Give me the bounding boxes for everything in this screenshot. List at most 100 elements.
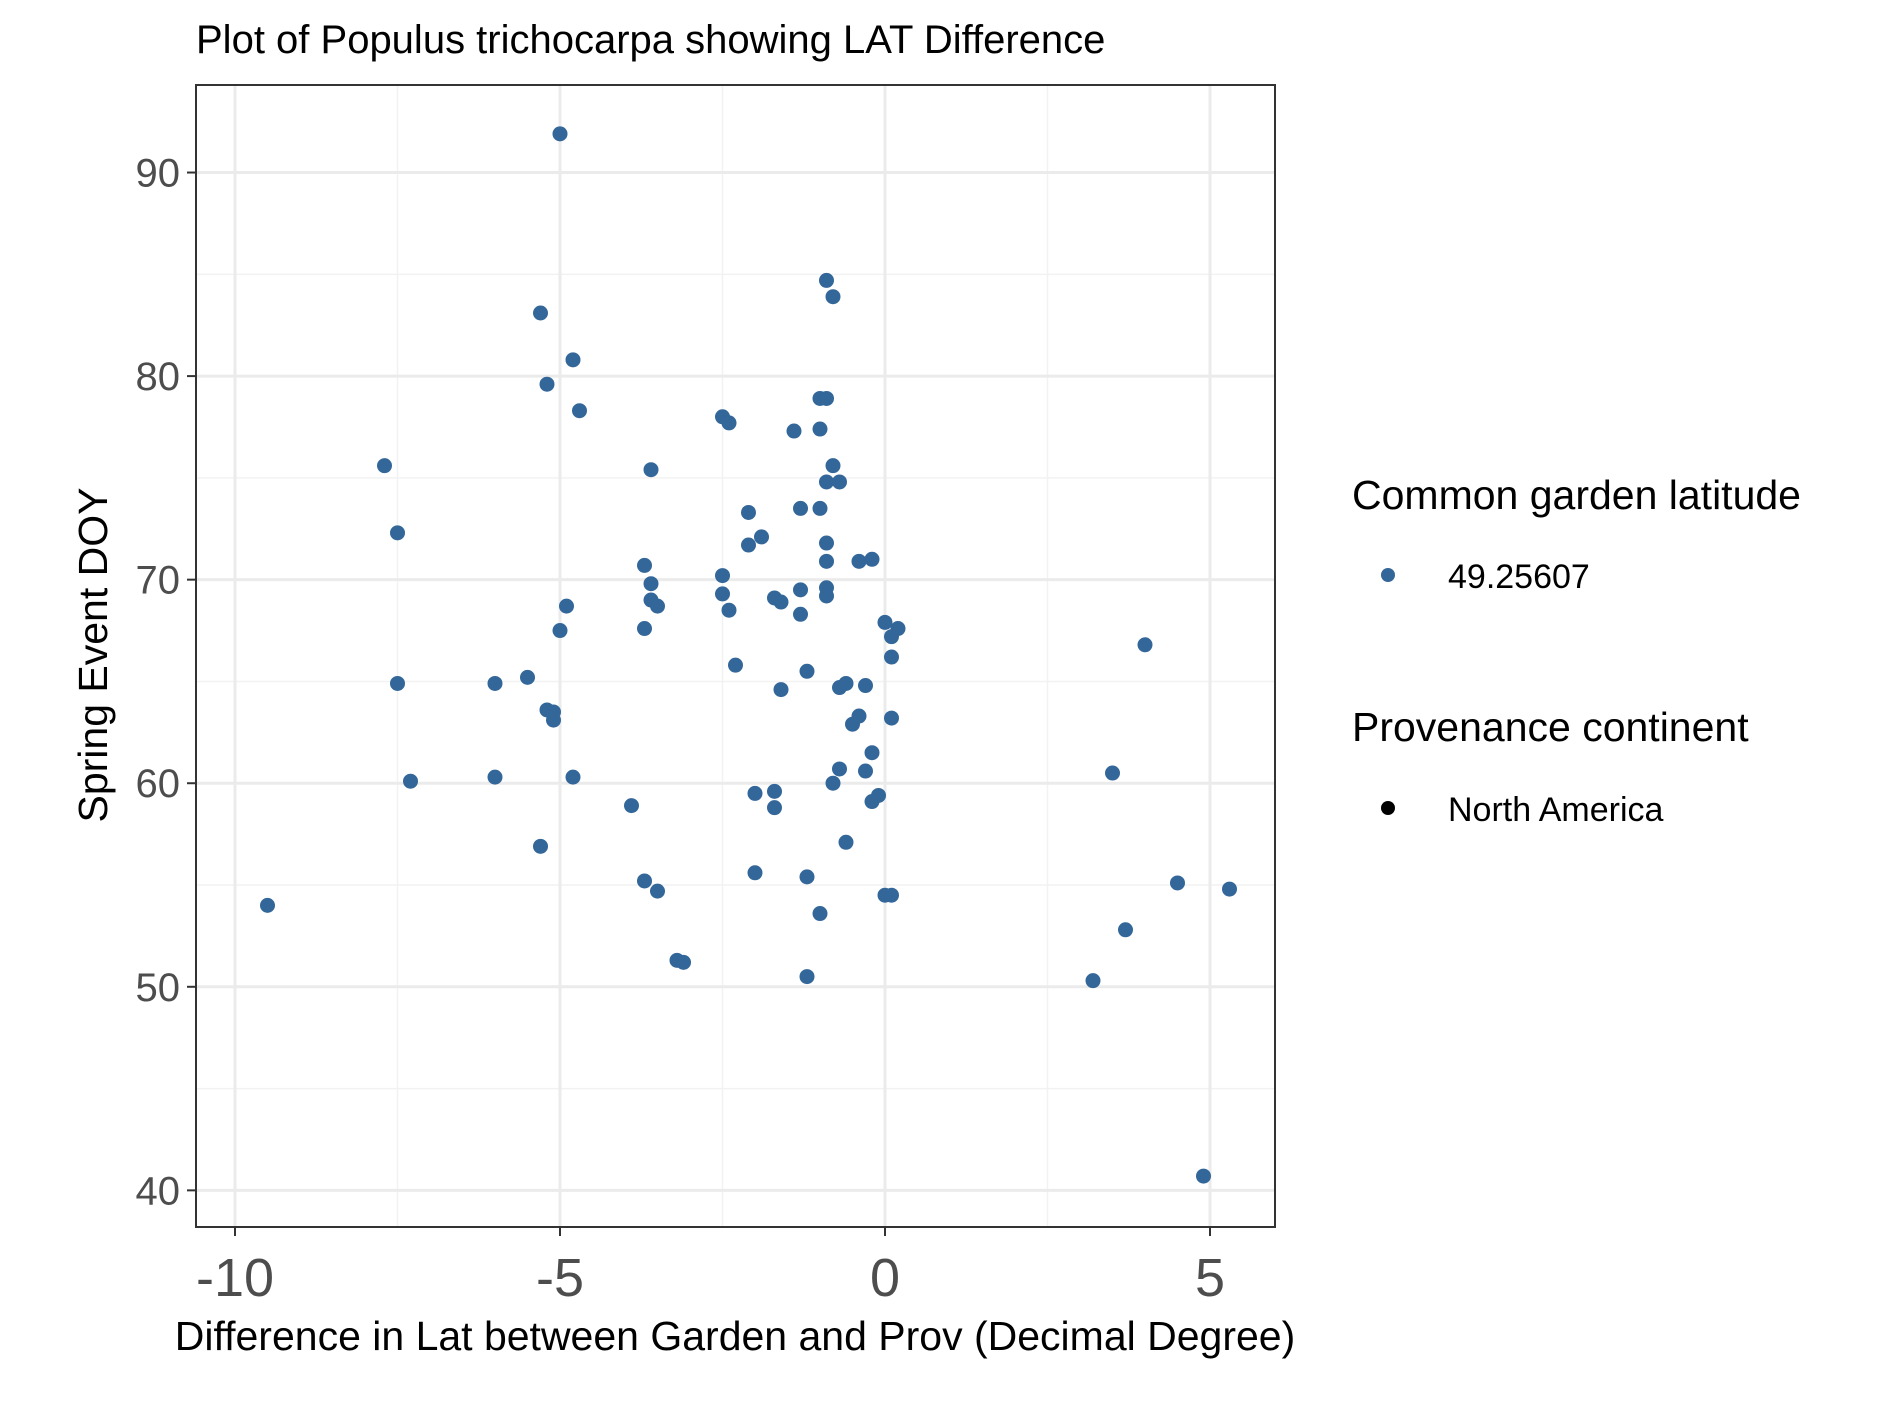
data-point	[858, 678, 873, 694]
data-point	[799, 969, 815, 985]
data-point	[890, 621, 906, 637]
x-tick-label: -10	[196, 1248, 274, 1308]
data-point	[819, 474, 834, 490]
data-point	[773, 594, 789, 610]
data-point	[715, 568, 730, 584]
data-point	[812, 906, 828, 922]
minor-gridlines	[196, 85, 1275, 1227]
legend-label-garden: 49.25607	[1448, 558, 1590, 596]
data-point	[884, 887, 899, 903]
y-axis-ticks: 40 50 60 70 80 90	[136, 152, 196, 1213]
data-point	[832, 474, 847, 490]
data-point	[546, 712, 561, 728]
data-point	[533, 838, 548, 854]
data-point	[403, 773, 418, 789]
data-point	[819, 535, 834, 551]
data-point	[676, 954, 691, 970]
legend-label-continent: North America	[1448, 791, 1663, 829]
data-point	[260, 897, 275, 913]
data-point	[754, 529, 769, 545]
legend: Common garden latitude 49.25607 Provenan…	[1352, 472, 1801, 829]
data-point	[559, 598, 574, 614]
data-point	[1085, 973, 1101, 989]
data-point	[552, 623, 568, 639]
data-point	[871, 787, 886, 803]
data-point	[799, 663, 815, 679]
data-point	[864, 551, 880, 567]
y-tick-label: 90	[136, 152, 181, 196]
data-point	[851, 553, 867, 569]
data-point	[825, 458, 841, 474]
data-point	[637, 873, 652, 889]
y-tick-label: 70	[136, 559, 181, 603]
data-point	[637, 621, 652, 637]
data-point	[1222, 881, 1237, 897]
data-point	[741, 537, 756, 553]
data-point	[565, 769, 581, 785]
data-point	[747, 865, 763, 881]
data-point	[643, 462, 659, 478]
data-point	[819, 272, 834, 288]
data-point	[572, 403, 587, 419]
data-point	[1105, 765, 1120, 781]
data-point	[864, 745, 880, 761]
data-point	[1170, 875, 1185, 891]
data-point	[1137, 637, 1153, 653]
data-point	[884, 649, 899, 665]
x-tick-label: 0	[870, 1248, 900, 1308]
data-point	[747, 785, 763, 801]
data-point	[624, 798, 639, 814]
y-axis-label: Spring Event DOY	[70, 488, 116, 823]
x-tick-label: 5	[1195, 1248, 1225, 1308]
data-point	[650, 883, 665, 899]
data-point	[819, 588, 834, 604]
data-point	[812, 421, 828, 437]
data-point	[825, 775, 841, 791]
data-point	[533, 305, 548, 321]
x-tick-label: -5	[536, 1248, 584, 1308]
data-point	[539, 376, 555, 392]
data-point	[565, 352, 581, 368]
data-point	[1118, 922, 1133, 938]
data-point	[838, 834, 854, 850]
data-point	[520, 669, 535, 685]
plot-panel-border	[195, 84, 1276, 1228]
x-axis-ticks: -10 -5 0 5	[196, 1227, 1225, 1308]
chart-title: Plot of Populus trichocarpa showing LAT …	[196, 18, 1105, 62]
data-point	[1196, 1168, 1211, 1184]
data-point	[390, 525, 405, 541]
data-point	[819, 390, 834, 406]
data-point	[767, 800, 782, 816]
y-tick-label: 50	[136, 966, 181, 1010]
data-point	[858, 763, 873, 779]
data-point	[877, 614, 893, 630]
data-point	[377, 458, 392, 474]
data-point	[812, 500, 828, 516]
data-point	[487, 675, 503, 691]
legend-key-garden	[1381, 568, 1395, 582]
data-point	[884, 710, 899, 726]
data-point	[793, 500, 808, 516]
data-point	[487, 769, 503, 785]
data-point	[773, 682, 789, 698]
data-point	[793, 582, 808, 598]
data-point	[825, 289, 841, 305]
data-point	[793, 606, 808, 622]
data-points	[260, 126, 1237, 1184]
data-point	[728, 657, 743, 673]
legend-title-garden: Common garden latitude	[1352, 472, 1801, 518]
data-point	[715, 586, 730, 602]
y-tick-label: 80	[136, 355, 181, 399]
data-point	[721, 602, 737, 618]
data-point	[637, 557, 652, 573]
data-point	[741, 504, 756, 520]
data-point	[832, 761, 847, 777]
data-point	[838, 675, 854, 691]
data-point	[721, 415, 737, 431]
data-point	[552, 126, 568, 142]
data-point	[643, 576, 659, 592]
data-point	[819, 553, 834, 569]
y-tick-label: 40	[136, 1169, 181, 1213]
legend-key-continent	[1381, 801, 1395, 815]
